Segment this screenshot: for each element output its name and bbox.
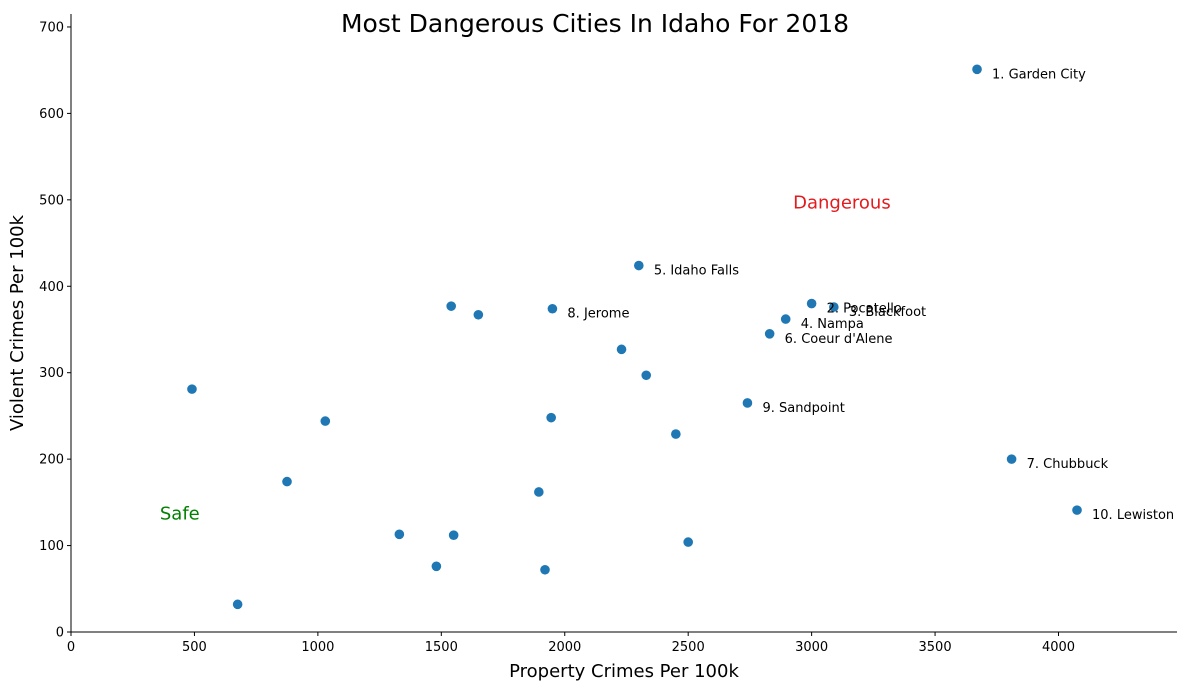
y-tick-label: 700 [39, 20, 64, 35]
data-point [540, 564, 550, 575]
x-tick-label: 3500 [919, 640, 952, 655]
data-points [187, 64, 1082, 610]
data-point [446, 301, 456, 311]
data-point [742, 398, 753, 408]
point-label: 2. Pocatello [827, 302, 902, 317]
x-tick-label: 2000 [548, 640, 581, 655]
point-label: 9. Sandpoint [762, 401, 844, 416]
x-tick-label: 500 [182, 640, 207, 655]
chart-title: Most Dangerous Cities In Idaho For 2018 [341, 9, 849, 38]
data-point [232, 599, 243, 610]
x-tick-label: 2500 [672, 640, 705, 655]
x-tick-label: 1500 [425, 640, 458, 655]
data-point [547, 303, 558, 314]
data-point [829, 302, 839, 312]
region-label-dangerous: Dangerous [793, 192, 891, 213]
y-tick-label: 200 [39, 453, 64, 468]
point-label: 5. Idaho Falls [654, 264, 739, 279]
data-point [683, 537, 693, 547]
data-point [282, 476, 292, 487]
region-annotations: Dangerous Safe [160, 192, 891, 524]
data-point [546, 412, 556, 423]
data-point [806, 298, 817, 309]
y-tick-label: 400 [39, 280, 64, 295]
data-point [448, 530, 459, 540]
point-label: 1. Garden City [992, 67, 1086, 82]
x-axis-label: Property Crimes Per 100k [509, 661, 739, 682]
data-point [1006, 454, 1017, 464]
y-tick-label: 0 [56, 626, 64, 641]
data-point [534, 487, 544, 497]
data-point [972, 64, 982, 75]
x-axis-ticks: 0 500 1000 1500 2000 2500 3000 3500 4000 [67, 632, 1075, 655]
data-point [1072, 505, 1082, 515]
y-axis-label: Violent Crimes Per 100k [7, 214, 28, 431]
data-point [187, 384, 197, 394]
x-tick-label: 0 [67, 640, 75, 655]
x-tick-label: 3000 [795, 640, 828, 655]
x-tick-label: 1000 [301, 640, 334, 655]
data-point [320, 416, 331, 426]
point-label: 4. Nampa [801, 317, 864, 332]
point-label: 6. Coeur d'Alene [785, 332, 893, 347]
data-point [780, 314, 791, 324]
x-tick-label: 4000 [1042, 640, 1075, 655]
axes [70, 14, 1177, 633]
data-point [671, 429, 681, 439]
data-point [764, 329, 775, 339]
data-point [431, 561, 442, 572]
point-label: 8. Jerome [567, 307, 629, 322]
region-label-safe: Safe [160, 504, 200, 525]
data-point [634, 260, 644, 271]
data-point [616, 344, 627, 355]
point-label: 3. Blackfoot [849, 305, 926, 320]
data-point [394, 529, 405, 540]
y-tick-label: 600 [39, 107, 64, 122]
y-tick-label: 500 [39, 193, 64, 208]
point-label: 10. Lewiston [1092, 508, 1174, 523]
y-tick-label: 300 [39, 366, 64, 381]
y-tick-label: 100 [39, 539, 64, 554]
y-axis-ticks: 0 100 200 300 400 500 600 700 [39, 20, 71, 641]
data-point [473, 309, 484, 320]
point-label: 7. Chubbuck [1027, 457, 1109, 472]
data-point [641, 370, 652, 381]
